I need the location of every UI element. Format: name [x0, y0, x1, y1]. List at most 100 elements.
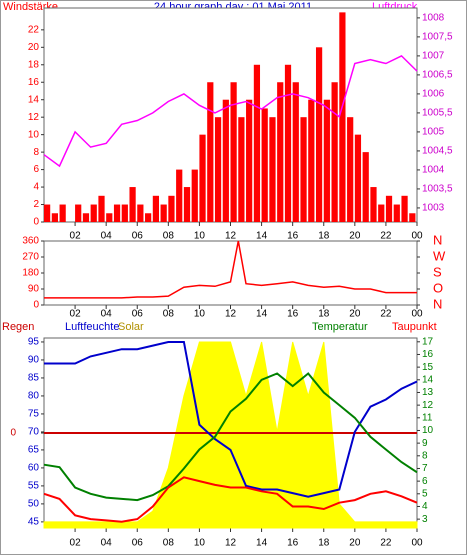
y2ticks-label: 16: [422, 349, 434, 360]
y3ticks-label: 0: [10, 428, 16, 439]
yticks-label: 270: [22, 252, 39, 263]
wind-bar: [121, 204, 128, 222]
yticks-label: 60: [28, 463, 40, 474]
x-tick-label: 06: [132, 538, 144, 549]
y2ticks-label: 1005: [422, 127, 445, 138]
wind-bar: [362, 152, 369, 222]
wind-bar: [269, 117, 276, 222]
y2ticks-label: W: [433, 248, 446, 263]
y2ticks-label: 1004: [422, 165, 445, 176]
yticks-label: 85: [28, 373, 40, 384]
y2ticks-label: 17: [422, 336, 434, 347]
yticks-label: 10: [28, 129, 40, 140]
wind-bar: [393, 204, 400, 222]
x-tick-label: 04: [101, 538, 113, 549]
wind-bar: [385, 195, 393, 222]
yticks-label: 16: [28, 77, 40, 88]
wind-bar: [354, 134, 362, 222]
yticks-label: 14: [28, 94, 40, 105]
x-tick-label: 12: [225, 309, 237, 320]
x-tick-label: 10: [194, 309, 206, 320]
x-tick-label: 12: [225, 538, 237, 549]
x-tick-label: 00: [411, 538, 423, 549]
wind-bar: [261, 108, 268, 222]
wind-bar: [214, 117, 222, 222]
wind-bar: [230, 82, 237, 222]
wind-bar: [59, 204, 66, 222]
yticks-label: 90: [28, 284, 40, 295]
yticks-label: 90: [28, 355, 40, 366]
wind-bar: [137, 204, 144, 222]
wind-bar: [90, 204, 97, 222]
wind-bar: [160, 204, 167, 222]
wind-bar: [51, 213, 58, 222]
plot-area: [43, 240, 418, 306]
yticks-label: 4: [33, 182, 39, 193]
y2ticks-label: 1004,5: [422, 146, 453, 157]
x-tick-label: 02: [70, 231, 82, 242]
wind-bar: [370, 187, 377, 222]
yticks-label: 80: [28, 391, 40, 402]
y2ticks-label: 10: [422, 425, 434, 436]
legend-regen: Regen: [2, 321, 34, 333]
x-tick-label: 12: [225, 231, 237, 242]
wind-bar: [44, 204, 51, 222]
y2ticks-label: 15: [422, 362, 434, 373]
series-line: [43, 476, 418, 523]
x-tick-label: 02: [70, 309, 82, 320]
wind-bar: [129, 187, 136, 222]
x-tick-label: 20: [349, 538, 361, 549]
x-tick-label: 00: [411, 309, 423, 320]
x-tick-label: 08: [163, 538, 175, 549]
wind-bar: [253, 64, 261, 222]
yticks-label: 55: [28, 481, 40, 492]
wind-bar: [176, 169, 183, 222]
wind-bar: [152, 195, 160, 222]
x-tick-label: 16: [287, 309, 299, 320]
wind-bar: [168, 195, 175, 222]
wind-bar: [222, 99, 229, 222]
x-tick-label: 14: [256, 309, 268, 320]
wind-bar: [284, 64, 292, 222]
wind-bar: [409, 213, 416, 222]
x-tick-label: 08: [163, 309, 175, 320]
x-tick-label: 22: [380, 538, 392, 549]
y2ticks-label: 11: [422, 412, 433, 423]
wind-bar: [323, 99, 330, 222]
yticks-label: 22: [28, 24, 40, 35]
x-tick-label: 22: [380, 231, 392, 242]
wind-bar: [106, 213, 113, 222]
wind-bar: [331, 82, 338, 222]
y2ticks-label: 8: [422, 450, 428, 461]
wind-bar: [75, 204, 82, 222]
yticks-label: 50: [28, 499, 40, 510]
x-tick-label: 16: [287, 231, 299, 242]
y2ticks-label: 12: [422, 400, 434, 411]
y2ticks-label: 9: [422, 438, 428, 449]
yticks-label: 18: [28, 59, 40, 70]
y2ticks-label: 3: [422, 514, 428, 525]
wind-bar: [308, 99, 315, 222]
yticks-label: 45: [28, 517, 40, 528]
yticks-label: 65: [28, 445, 40, 456]
y2ticks-label: 1006,5: [422, 70, 453, 81]
y2ticks-label: 7: [422, 463, 428, 474]
y2ticks-label: 1003: [422, 203, 445, 214]
x-tick-label: 00: [411, 231, 423, 242]
y2ticks-label: 1008: [422, 13, 445, 24]
wind-bar: [277, 82, 284, 222]
y2ticks-label: 1007,5: [422, 32, 453, 43]
yticks-label: 2: [33, 199, 39, 210]
x-tick-label: 06: [132, 231, 144, 242]
wind-bar: [246, 99, 253, 222]
series-line: [43, 372, 418, 502]
wind-bar: [98, 195, 105, 222]
y2ticks-label: N: [433, 296, 442, 311]
x-tick-label: 04: [101, 309, 113, 320]
yticks-label: 360: [22, 236, 39, 247]
yticks-label: 70: [28, 427, 40, 438]
x-tick-label: 04: [101, 231, 113, 242]
yticks-label: 8: [33, 147, 39, 158]
yticks-label: 0: [33, 217, 39, 228]
wind-bar: [183, 187, 191, 222]
